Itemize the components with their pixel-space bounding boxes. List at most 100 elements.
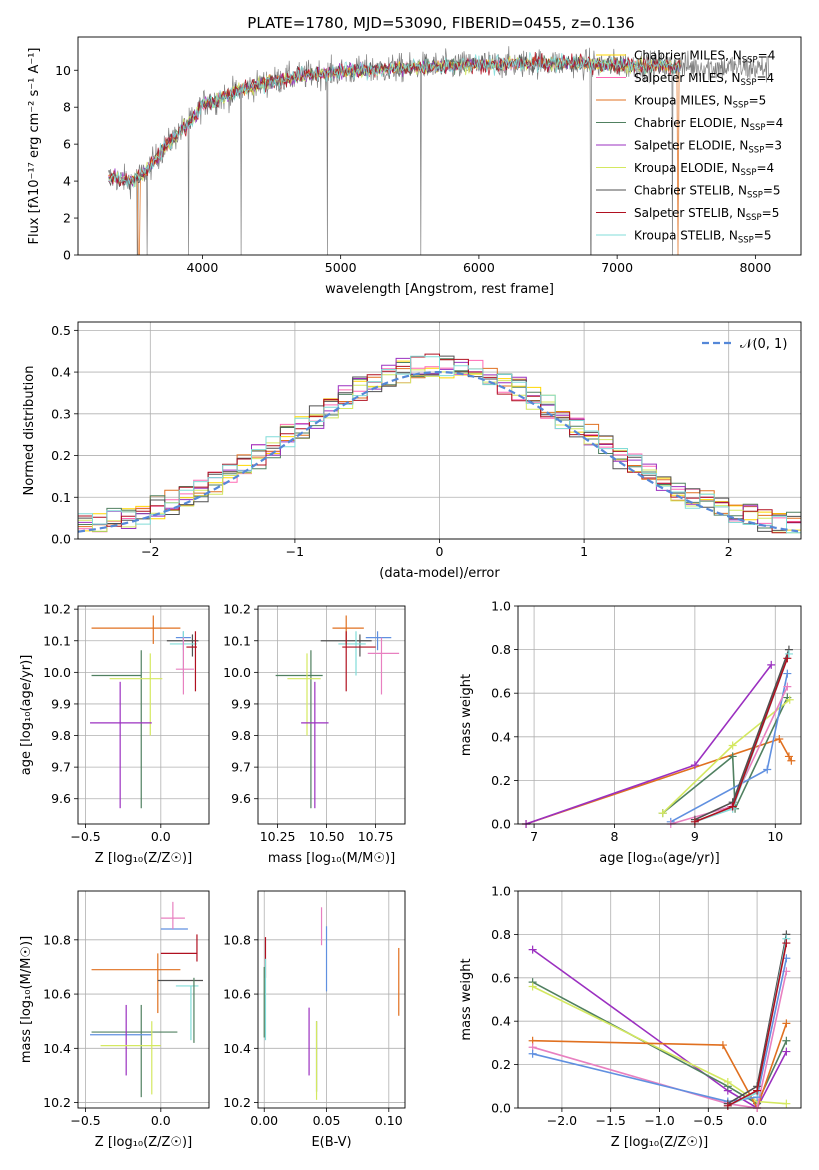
y-axis-label: Normed distribution <box>22 366 37 496</box>
weight-marker <box>728 741 737 750</box>
weight-series <box>690 645 793 824</box>
y-tick-label: 1.0 <box>491 599 511 614</box>
errorbar-point <box>287 653 321 736</box>
weight-line <box>662 697 789 814</box>
errorbar-point <box>91 615 181 644</box>
x-tick-label: 10 <box>767 829 783 844</box>
weight-line <box>532 971 788 1109</box>
x-tick-label: −1 <box>286 544 304 559</box>
weight-line <box>532 1023 788 1110</box>
axes-frame <box>77 321 802 540</box>
y-tick-label: 9.7 <box>51 760 71 775</box>
x-tick-label: 1 <box>580 544 588 559</box>
mass_vs_Z-panel: −0.5 0.0 10.2 10.4 10.6 10.8 Z [log₁₀(Z/Z☉)] ma… <box>19 890 210 1150</box>
weight-marker <box>728 802 737 811</box>
y-tick-label: 10.2 <box>43 1095 71 1110</box>
figure-title: PLATE=1780, MJD=53090, FIBERID=0455, z=0… <box>247 14 634 32</box>
y-tick-label: 10.4 <box>43 1041 71 1056</box>
x-tick-label: −1.5 <box>596 1113 626 1128</box>
y-tick-label: 0 <box>63 248 71 263</box>
y-tick-label: 0.4 <box>491 729 511 744</box>
y-tick-label: 9.8 <box>231 728 251 743</box>
y-tick-label: 10 <box>55 63 71 78</box>
weight-marker <box>658 809 667 818</box>
spectrum-legend: Chabrier MILES, NSSP=4 Salpeter MILES, NS… <box>596 49 783 246</box>
y-tick-label: 1.0 <box>491 884 511 899</box>
y-tick-label: 9.6 <box>231 791 251 806</box>
x-tick-label: 10.75 <box>358 829 394 844</box>
y-tick-label: 10.8 <box>223 932 251 947</box>
y-axis-label: mass [log₁₀(M/M☉)] <box>19 936 34 1063</box>
weight-marker <box>528 945 537 954</box>
x-axis-label: (data-model)/error <box>379 566 500 581</box>
age_vs_mass-panel: 10.25 10.50 10.75 9.6 9.7 9.8 9.9 10.0 10.1 10.2 m… <box>223 602 406 866</box>
y-tick-label: 10.8 <box>43 932 71 947</box>
x-tick-label: −0.5 <box>693 1113 723 1128</box>
y-tick-label: 0.2 <box>51 448 71 463</box>
errorbar-point <box>342 631 376 692</box>
x-tick-label: 0.05 <box>313 1113 341 1128</box>
massweight_vs_Z-panel: −2.0 −1.5 −1.0 −0.5 0.0 0.0 0.2 0.4 0.6 0.8 1.0 Z [… <box>459 884 802 1150</box>
errorbar-point <box>186 631 197 692</box>
y-tick-label: 10.0 <box>223 665 251 680</box>
y-tick-label: 9.7 <box>231 760 251 775</box>
legend-label: Salpeter MILES, NSSP=4 <box>634 71 774 88</box>
y-tick-label: 6 <box>63 137 71 152</box>
weight-line <box>670 673 789 823</box>
weight-marker <box>782 1019 791 1028</box>
x-tick-label: −2.0 <box>547 1113 577 1128</box>
weight-series <box>723 939 791 1110</box>
weight-marker <box>528 1049 537 1058</box>
x-tick-label: 6000 <box>463 260 495 275</box>
x-axis-label: E(B-V) <box>311 1135 351 1150</box>
weight-marker <box>718 1041 727 1050</box>
errorbar-point <box>91 650 142 809</box>
y-tick-label: 0.0 <box>51 532 71 547</box>
y-tick-label: 10.2 <box>223 1095 251 1110</box>
y-tick-label: 10.2 <box>223 602 251 617</box>
errorbar-point <box>166 634 199 657</box>
y-tick-label: 0.8 <box>491 927 511 942</box>
y-tick-label: 0.2 <box>491 773 511 788</box>
x-tick-label: −0.5 <box>70 829 100 844</box>
spectrum-plot <box>108 46 770 255</box>
weight-marker <box>528 982 537 991</box>
weight-marker <box>783 682 792 691</box>
axes-frame <box>257 890 406 1109</box>
weight-marker <box>728 752 737 761</box>
weight-marker <box>782 939 791 948</box>
legend-label: Kroupa ELODIE, NSSP=4 <box>634 161 774 178</box>
weight-series <box>690 654 792 826</box>
weight-marker <box>753 1086 762 1095</box>
mass_vs_ebv-panel: 0.00 0.05 0.10 10.2 10.4 10.6 10.8 E(B-V) <box>223 890 406 1150</box>
errorbar-point <box>160 901 185 929</box>
legend-label: Kroupa MILES, NSSP=5 <box>634 94 766 111</box>
weight-marker <box>787 756 796 765</box>
weight-series <box>658 695 794 818</box>
weight-marker <box>763 765 772 774</box>
residuals-legend: 𝒩(0, 1) <box>702 337 787 352</box>
x-tick-label: −2 <box>141 544 159 559</box>
x-tick-label: 7000 <box>601 260 633 275</box>
y-tick-label: 0.5 <box>51 323 71 338</box>
y-tick-label: 0.1 <box>51 490 71 505</box>
y-tick-label: 0.0 <box>491 1101 511 1116</box>
x-tick-label: 8000 <box>739 260 771 275</box>
histogram-step <box>78 355 801 534</box>
y-tick-label: 10.1 <box>43 633 71 648</box>
massweight_vs_age-panel: 7 8 9 10 0.0 0.2 0.4 0.6 0.8 1.0 age [log₁₀(age/yr… <box>459 599 802 866</box>
legend-label: Kroupa STELIB, NSSP=5 <box>634 229 772 246</box>
x-tick-label: −0.5 <box>70 1113 100 1128</box>
legend-label: Salpeter ELODIE, NSSP=3 <box>634 139 782 156</box>
axes-frame <box>517 890 802 1109</box>
y-tick-label: 9.9 <box>51 696 71 711</box>
axes-frame <box>77 890 210 1109</box>
errorbar-point <box>365 631 392 651</box>
x-axis-label: mass [log₁₀(M/M☉)] <box>268 851 395 866</box>
weight-marker <box>723 1077 732 1086</box>
y-tick-label: 10.2 <box>43 602 71 617</box>
errorbar-point <box>338 631 366 676</box>
y-tick-label: 4 <box>63 174 71 189</box>
